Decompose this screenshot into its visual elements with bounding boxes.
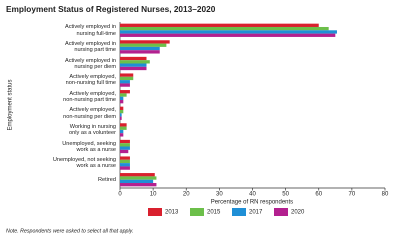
- bar: [120, 76, 134, 81]
- legend-swatch: [232, 208, 246, 216]
- bar: [120, 73, 134, 77]
- y-axis-label: Employment status: [8, 79, 14, 130]
- bar: [120, 26, 329, 31]
- y-tick-label: Actively employed in nursing per diem: [65, 57, 116, 70]
- x-axis-label: Percentage of RN respondents: [211, 200, 293, 206]
- bar: [120, 83, 130, 87]
- x-tick-label: 70: [349, 192, 356, 198]
- bar: [120, 63, 147, 67]
- legend-label: 2015: [207, 210, 221, 216]
- y-tick-label: Actively employed, non-nursing part time: [63, 90, 116, 103]
- legend-label: 2020: [291, 210, 305, 216]
- bar: [120, 179, 154, 184]
- legend-swatch: [148, 208, 162, 216]
- bar: [120, 66, 147, 71]
- chart-title: Employment Status of Registered Nurses, …: [6, 4, 216, 14]
- y-tick-label: Working in nursing only as a volunteer: [69, 123, 116, 136]
- bar: [120, 30, 337, 34]
- legend-label: 2017: [249, 210, 263, 216]
- bar: [120, 129, 124, 134]
- bar: [120, 156, 130, 160]
- legend-swatch: [274, 208, 288, 216]
- bar: [120, 116, 122, 120]
- y-tick-label: Retired: [97, 176, 116, 183]
- y-tick-label: Actively employed, non-nursing per diem: [63, 107, 116, 120]
- bar: [120, 159, 130, 164]
- bar: [120, 93, 127, 97]
- bar: [120, 33, 336, 37]
- x-tick-label: 30: [216, 192, 223, 198]
- y-tick-label: Unemployed, not seeking work as a nurse: [52, 156, 116, 170]
- bar: [120, 163, 130, 167]
- bar: [120, 40, 170, 44]
- bar: [120, 113, 122, 117]
- bar: [120, 56, 147, 61]
- bar: [120, 146, 130, 150]
- bar: [120, 46, 160, 51]
- x-tick-label: 10: [150, 192, 157, 198]
- bar: [120, 96, 124, 101]
- bar: [120, 126, 127, 130]
- bar: [120, 143, 130, 147]
- bar: [120, 173, 155, 177]
- y-tick-label: Actively employed, non-nursing full time: [65, 73, 116, 87]
- bar: [120, 90, 130, 94]
- bar: [120, 100, 124, 104]
- bar: [120, 23, 319, 27]
- bar: [120, 109, 124, 114]
- bar: [120, 106, 124, 110]
- y-tick-label: Actively employed in nursing full-time: [65, 24, 116, 37]
- bar: [120, 166, 130, 170]
- bar: [120, 133, 124, 137]
- bar: [120, 149, 129, 154]
- x-tick-label: 50: [282, 192, 289, 198]
- bar: [120, 176, 157, 180]
- bar: [120, 183, 157, 187]
- bar: [120, 80, 130, 84]
- y-tick-label: Actively employed in nursing part time: [65, 40, 116, 53]
- bar: [120, 139, 130, 144]
- legend-label: 2013: [165, 210, 179, 216]
- x-tick-label: 80: [382, 192, 389, 198]
- x-tick-label: 0: [118, 192, 122, 198]
- x-tick-label: 20: [183, 192, 190, 198]
- bar: [120, 50, 160, 54]
- bar: [120, 60, 150, 64]
- bar: [120, 43, 167, 47]
- bar: [120, 123, 127, 127]
- y-tick-label: Unemployed, seeking work as a nurse: [62, 140, 116, 153]
- note: Note. Respondents were asked to select a…: [6, 228, 133, 234]
- legend-swatch: [190, 208, 204, 216]
- x-tick-label: 40: [249, 192, 256, 198]
- x-tick-label: 60: [315, 192, 322, 198]
